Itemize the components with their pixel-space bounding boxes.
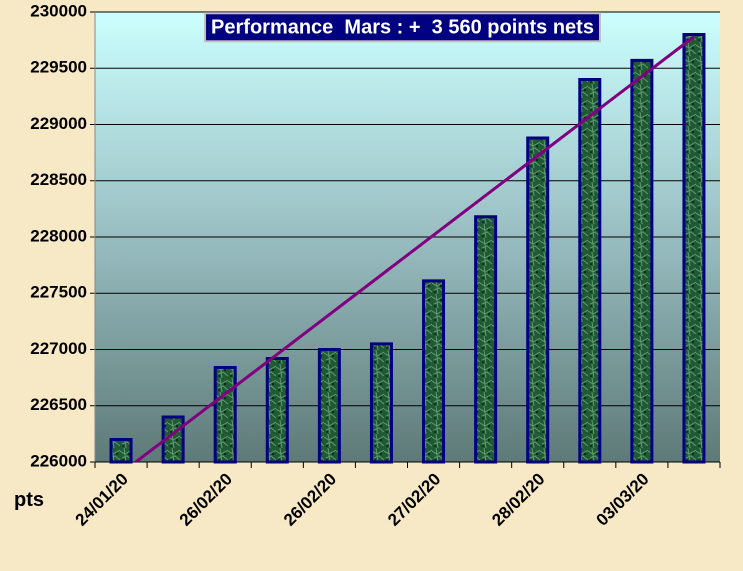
y-tick-label: 227000 — [30, 339, 87, 358]
bar — [526, 136, 550, 464]
bar — [682, 33, 706, 464]
x-tick-label: 26/02/20 — [280, 469, 340, 529]
bar — [317, 348, 341, 464]
y-tick-label: 227500 — [30, 283, 87, 302]
title-box — [204, 12, 601, 43]
y-tick-label: 226000 — [30, 451, 87, 470]
bar — [265, 357, 289, 464]
bar — [422, 279, 446, 464]
x-tick-label: 03/03/20 — [592, 469, 652, 529]
bar — [578, 78, 602, 464]
x-tick-label: 24/01/20 — [72, 469, 132, 529]
bar — [474, 215, 498, 464]
bar — [213, 366, 237, 464]
trendline — [133, 35, 695, 462]
trendline-group — [133, 35, 695, 462]
y-tick-label: 230000 — [30, 1, 87, 20]
y-tick-label: 228000 — [30, 226, 87, 245]
y-axis-label: pts — [14, 489, 44, 511]
bar — [109, 438, 133, 464]
x-tick-label: 27/02/20 — [384, 469, 444, 529]
x-tick-label: 28/02/20 — [488, 469, 548, 529]
x-tick-label: 26/02/20 — [176, 469, 236, 529]
y-tick-label: 226500 — [30, 395, 87, 414]
y-tick-label: 229000 — [30, 114, 87, 133]
bar — [369, 342, 393, 464]
y-tick-label: 228500 — [30, 170, 87, 189]
y-tick-label: 229500 — [30, 58, 87, 77]
bar — [630, 58, 654, 464]
chart-title: Performance Mars : + 3 560 points nets — [211, 16, 594, 38]
